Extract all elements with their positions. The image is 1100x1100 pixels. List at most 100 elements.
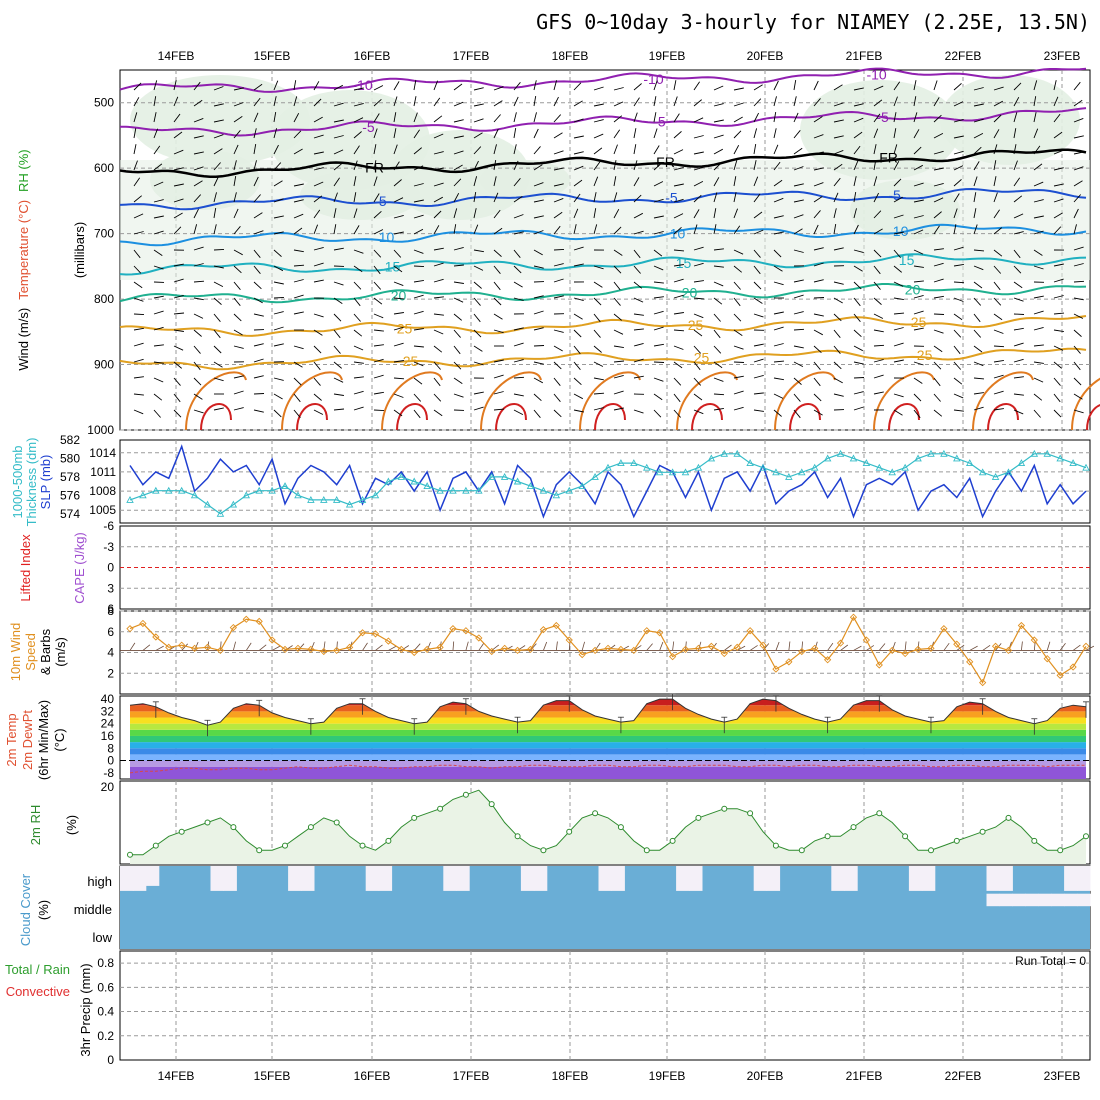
wind-barb — [573, 409, 584, 413]
thickness-point — [500, 472, 509, 480]
wind-barb — [1073, 263, 1084, 267]
wind-barb-10m — [1085, 645, 1095, 651]
wind-barb — [313, 409, 324, 415]
wind-barb — [633, 97, 640, 107]
wind-barb — [753, 392, 764, 395]
wind-barb — [353, 281, 362, 290]
temperature-contour-surface — [396, 403, 428, 431]
wind-barb — [433, 167, 444, 171]
wind-barb — [713, 224, 717, 235]
wind-barb — [1053, 345, 1064, 351]
wind-speed-point — [333, 646, 341, 655]
cloud-gap — [132, 866, 147, 891]
wind-barb — [313, 81, 320, 91]
cloud-gap — [443, 866, 457, 891]
temp-band — [130, 754, 1086, 761]
wind-barb — [273, 215, 284, 219]
wind-barb — [213, 119, 224, 123]
wind-barb — [633, 409, 644, 414]
rh2m-point — [282, 842, 288, 849]
wind-barb — [533, 96, 537, 107]
wind-barb — [533, 409, 541, 418]
wind-barb — [953, 101, 964, 107]
wind-barb — [453, 101, 464, 107]
thickness-point — [604, 463, 612, 471]
wind-barb — [653, 296, 664, 299]
wind-barb — [813, 210, 821, 219]
thickness-point — [487, 472, 496, 480]
wind-barb — [993, 209, 1000, 219]
wind-barb — [713, 148, 724, 155]
wind-barb — [533, 80, 537, 91]
wind-barb — [233, 160, 237, 171]
wind-barb — [993, 297, 1002, 306]
temperature-contour — [119, 283, 1087, 304]
y-tick-upper-air: 1000 — [87, 423, 114, 437]
wind-barb — [833, 102, 844, 107]
wind-barb — [973, 146, 982, 155]
wind-barb — [413, 279, 424, 283]
wind-barb — [253, 230, 264, 235]
wind-barb — [1013, 160, 1018, 171]
wind-barb — [933, 313, 945, 315]
thickness-slp-layer: 582 580 578 576 574 1014 1011 1008 1005 1000-500m… — [10, 433, 1090, 526]
temperature-contour — [120, 107, 1087, 137]
thickness-point — [823, 454, 832, 462]
wind-barb — [493, 359, 504, 363]
wind-barb — [313, 224, 319, 235]
wind-barb — [653, 281, 664, 284]
wind-barb — [193, 246, 204, 251]
wind-barb — [433, 247, 444, 251]
wind-barb — [873, 281, 881, 290]
wind-barb — [413, 228, 424, 235]
cloud-gap — [908, 866, 923, 891]
wind-barb — [853, 313, 861, 322]
wind-barb — [633, 297, 644, 303]
wind-barb — [693, 194, 702, 203]
wind-barb — [993, 100, 1004, 107]
wind-barb-10m — [581, 641, 585, 651]
wind-barb — [893, 96, 898, 107]
temp-band — [130, 699, 1086, 706]
wind-barb — [313, 167, 324, 171]
wind-barb — [413, 165, 424, 171]
wind-barb — [633, 375, 644, 379]
wind-barb — [213, 224, 217, 235]
temp-band — [130, 748, 1086, 755]
wind-barb — [353, 390, 364, 395]
rh2m-point — [359, 842, 366, 849]
wind-barb — [473, 281, 482, 289]
wind-barb — [273, 343, 284, 347]
wind-barb — [653, 361, 665, 363]
thickness-point — [216, 509, 225, 517]
wind-barb — [573, 135, 584, 139]
wind-barb — [333, 102, 344, 107]
thickness-point — [875, 463, 884, 471]
wind-barb-10m — [904, 641, 907, 651]
wind-barb — [273, 281, 284, 285]
wind-barb — [613, 329, 624, 335]
wind-barb — [873, 85, 884, 91]
wind-barb — [1073, 280, 1085, 283]
wind-barb — [613, 360, 625, 363]
wind-barb — [893, 231, 904, 235]
wind-speed-point — [591, 646, 599, 655]
panel-frame-thickness-slp — [119, 439, 1091, 524]
cloud-gap — [533, 866, 548, 891]
wind-barb — [553, 211, 563, 219]
wind-barb — [213, 407, 224, 411]
wind-barb — [773, 161, 781, 171]
wind-barb — [893, 144, 898, 155]
wind-barb — [453, 246, 464, 251]
wind-barb — [693, 361, 701, 371]
wind-tick: 6 — [107, 625, 114, 639]
wind-barb — [853, 145, 861, 155]
wind-barb — [193, 224, 198, 235]
wind-barb — [213, 361, 223, 368]
wind-barb — [313, 151, 324, 155]
temp-band — [130, 766, 1086, 779]
wind-barb — [913, 327, 924, 331]
wind-barb — [793, 328, 805, 331]
wind-barb — [333, 345, 341, 354]
temperature-contour-surface — [579, 371, 641, 431]
